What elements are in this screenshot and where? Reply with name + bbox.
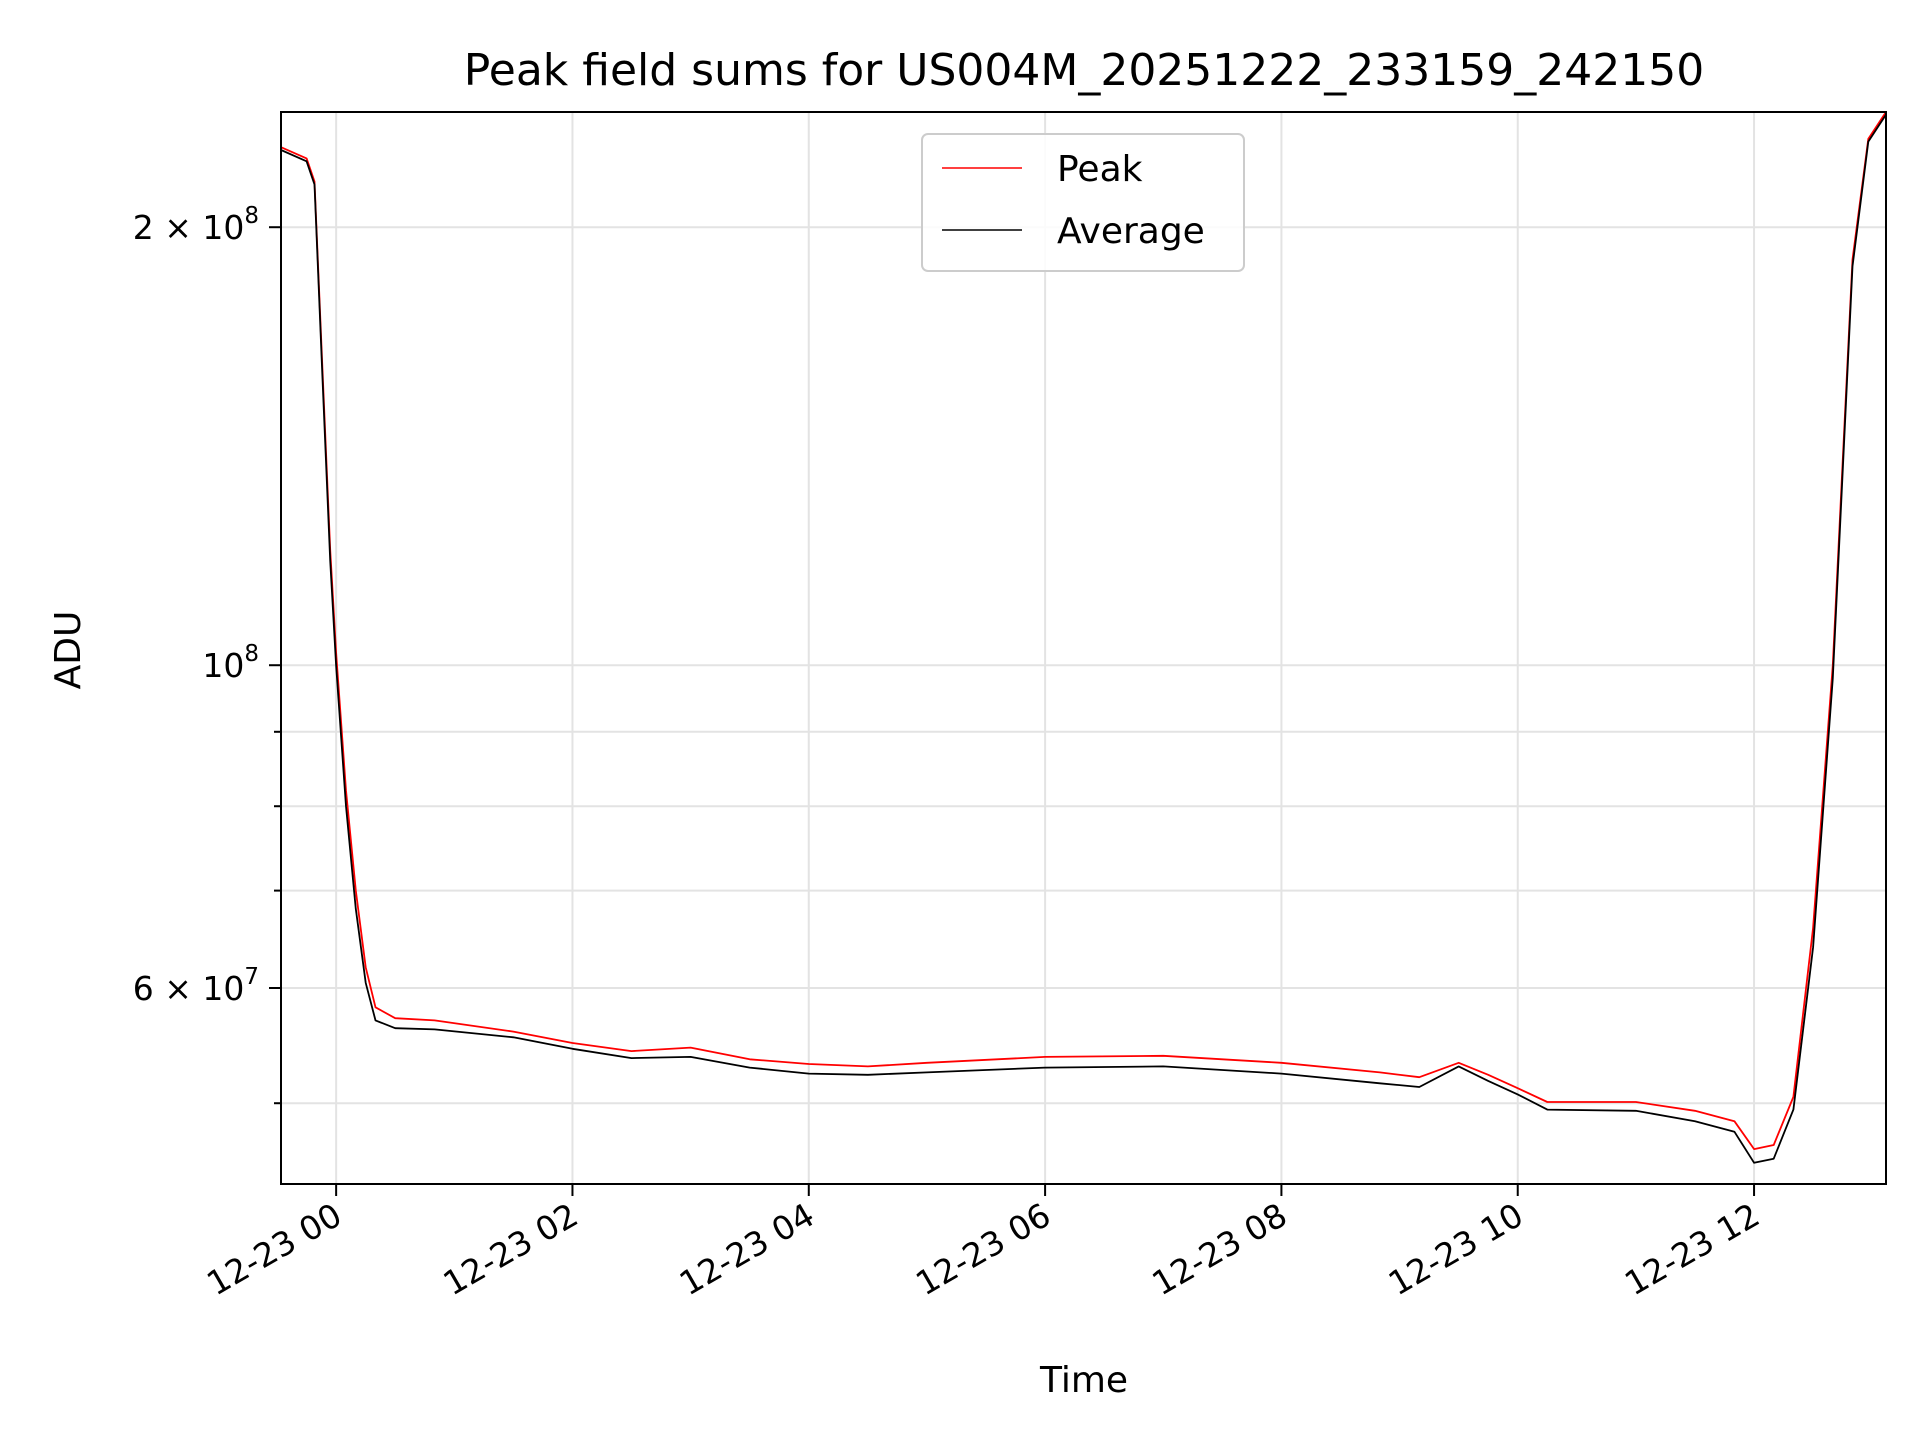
y-tick-label: 108: [202, 641, 259, 685]
y-tick-label-exponent: 8: [244, 641, 259, 667]
y-axis-label: ADU: [48, 611, 89, 690]
y-tick-label-exponent: 8: [244, 203, 259, 229]
plot-frame: [280, 111, 1887, 1185]
y-tick-label-base: 6 × 10: [133, 969, 245, 1008]
legend-label-peak: Peak: [1057, 149, 1143, 190]
chart-title: Peak field sums for US004M_20251222_2331…: [464, 45, 1704, 96]
y-tick-label-base: 10: [202, 646, 244, 685]
y-tick-label: 2 × 108: [133, 203, 259, 247]
legend: Peak Average: [921, 133, 1245, 272]
y-tick-label-base: 2 × 10: [133, 208, 245, 247]
x-axis-label: Time: [1039, 1360, 1128, 1401]
series-line-average: [280, 114, 1887, 1164]
y-tick-label-exponent: 7: [244, 964, 259, 990]
y-tick-label: 6 × 107: [133, 964, 259, 1008]
legend-label-average: Average: [1057, 211, 1205, 252]
series-lines: [280, 111, 1887, 1164]
series-line-peak: [280, 111, 1887, 1150]
